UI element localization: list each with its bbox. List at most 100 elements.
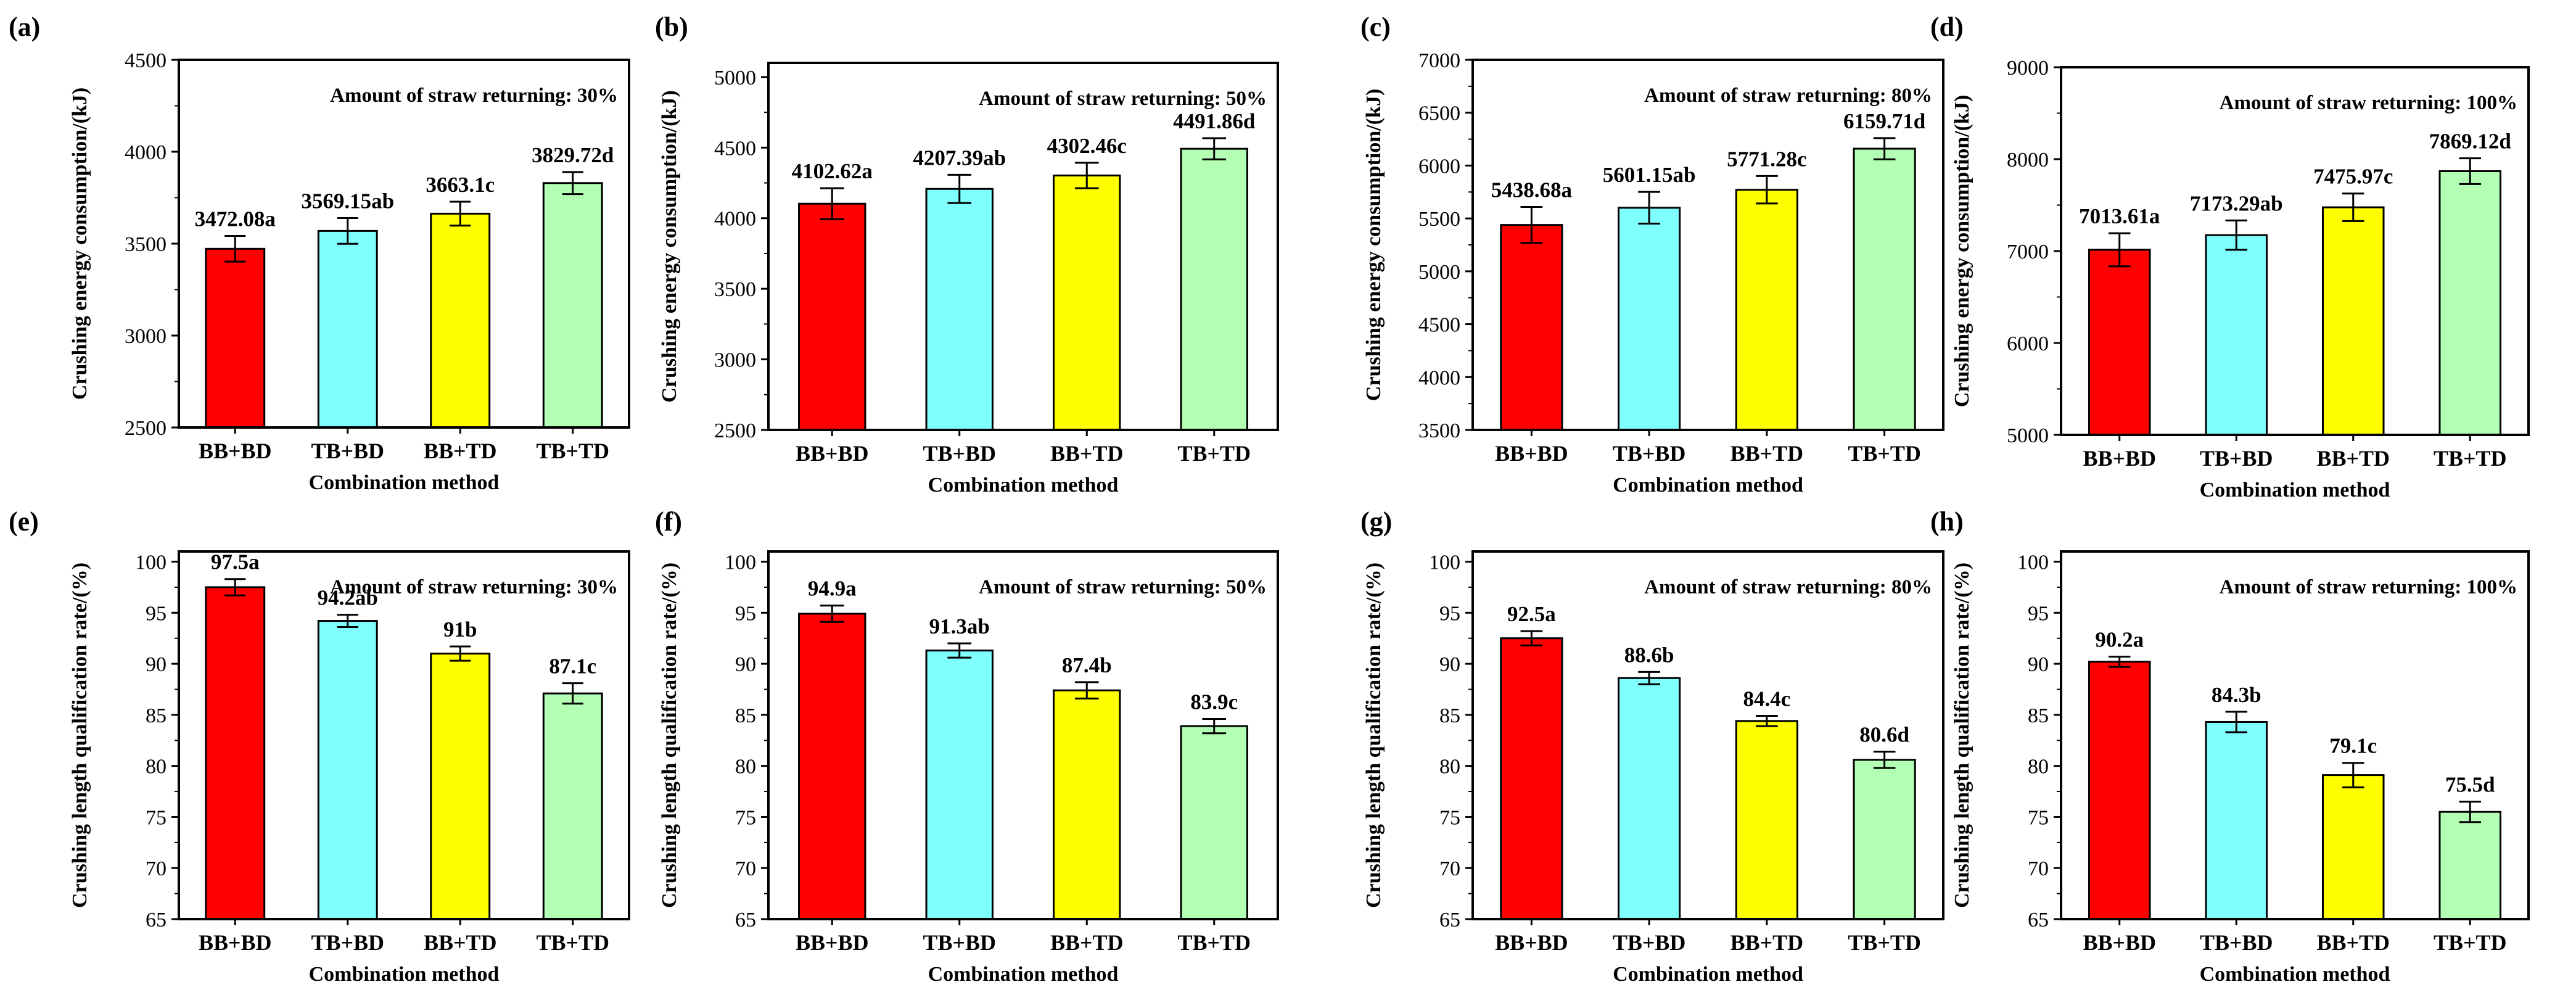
chart-title: Amount of straw returning: 100% — [2220, 92, 2517, 114]
y-axis-title: Crushing length qualification rate/(%) — [658, 563, 681, 908]
data-label: 6159.71d — [1843, 109, 1926, 133]
data-label: 94.2ab — [318, 586, 378, 610]
category-tick-label: BB+BD — [1495, 441, 1568, 466]
y-tick-label: 3000 — [125, 325, 167, 348]
x-axis-title: Combination method — [928, 474, 1119, 497]
data-label: 79.1c — [2329, 734, 2377, 758]
category-tick-label: TB+TD — [2434, 446, 2507, 471]
y-tick-label: 90 — [2028, 653, 2049, 676]
bar-tb-bd — [317, 620, 378, 920]
category-tick-label: TB+BD — [2200, 446, 2273, 471]
chart-title: Amount of straw returning: 50% — [979, 88, 1267, 110]
bar-tb-td — [2438, 170, 2502, 436]
bar-bb-td — [1053, 175, 1121, 431]
error-bar — [2342, 192, 2364, 222]
bar-tb-td — [2438, 811, 2502, 920]
panel-b: (b) 4102.62a BB+BD 4207.39ab TB+BD 4302.46c BB… — [655, 12, 1279, 497]
error-bar — [2342, 762, 2364, 788]
chart-title: Amount of straw returning: 80% — [1644, 85, 1932, 107]
category-tick-label: BB+TD — [1730, 441, 1804, 466]
bar-bb-td — [430, 212, 491, 429]
chart-title: Amount of straw returning: 30% — [330, 85, 618, 107]
panel-f: (f) 94.9a BB+BD 91.3ab TB+BD 87.4b BB+TD 83.9c T… — [655, 506, 1279, 986]
y-tick-label: 5000 — [1418, 261, 1460, 284]
panel-d: (d) 7013.61a BB+BD 7173.29ab TB+BD 7475.97c BB… — [1930, 12, 2530, 502]
category-tick-label: BB+TD — [1050, 441, 1124, 466]
panel-letter: (e) — [9, 506, 39, 537]
error-bar — [2109, 232, 2131, 268]
bar-bb-bd — [2088, 249, 2151, 436]
data-label: 7869.12d — [2429, 130, 2512, 154]
y-tick-label: 80 — [1439, 756, 1460, 778]
category-tick-label: TB+BD — [923, 930, 996, 955]
error-bar — [1202, 718, 1227, 735]
category-tick-label: BB+BD — [1495, 930, 1568, 955]
y-tick-label: 6000 — [2007, 332, 2049, 355]
data-label: 4491.86d — [1173, 109, 1256, 133]
panel-letter: (a) — [9, 12, 40, 42]
panel-a: (a) 3472.08a BB+BD 3569.15ab TB+BD 3663.1c BB+… — [9, 12, 630, 494]
y-tick-label: 4000 — [714, 208, 756, 231]
error-bar — [337, 614, 358, 629]
error-bar — [337, 217, 358, 245]
data-label: 84.3b — [2212, 683, 2261, 707]
y-tick-label: 6000 — [1418, 155, 1460, 178]
y-tick-label: 100 — [135, 551, 167, 574]
x-axis-title: Combination method — [309, 963, 500, 986]
y-tick-label: 9000 — [2007, 57, 2049, 80]
panel-g: (g) 92.5a BB+BD 88.6b TB+BD 84.4c BB+TD 80.6d TB… — [1360, 506, 1944, 986]
chart-title: Amount of straw returning: 50% — [979, 576, 1267, 598]
error-bar — [1638, 191, 1660, 225]
y-tick-label: 85 — [1439, 704, 1460, 727]
data-label: 91.3ab — [929, 614, 990, 638]
data-label: 80.6d — [1859, 722, 1909, 746]
plot-frame — [178, 59, 630, 429]
bar-tb-td — [542, 182, 603, 429]
error-bar — [2459, 801, 2481, 823]
bar-bb-bd — [205, 586, 266, 920]
bar-bb-bd — [1500, 224, 1563, 431]
data-label: 92.5a — [1507, 602, 1556, 626]
category-tick-label: BB+BD — [199, 930, 272, 955]
y-tick-label: 75 — [1439, 806, 1460, 829]
y-tick-label: 3000 — [714, 349, 756, 372]
plot-frame — [2060, 550, 2530, 920]
bar-tb-td — [1853, 759, 1916, 920]
plot-frame — [1471, 59, 1944, 431]
y-tick-label: 70 — [2028, 857, 2049, 880]
bar-tb-bd — [2205, 234, 2268, 436]
category-tick-label: TB+BD — [1613, 441, 1686, 466]
y-tick-label: 4000 — [125, 141, 167, 164]
error-bar — [450, 200, 471, 227]
data-label: 3569.15ab — [301, 189, 394, 213]
category-tick-label: TB+BD — [2200, 930, 2273, 955]
error-bar — [1520, 630, 1543, 646]
data-label: 4207.39ab — [913, 146, 1006, 170]
chart-title: Amount of straw returning: 80% — [1644, 576, 1932, 598]
error-bar — [1074, 681, 1099, 700]
data-label: 87.4b — [1062, 653, 1112, 677]
data-label: 84.4c — [1743, 687, 1790, 711]
error-bar — [2225, 711, 2247, 733]
error-bar — [1074, 162, 1099, 189]
y-axis-title: Crushing energy consumption/(kJ) — [1362, 89, 1385, 401]
x-axis-title: Combination method — [2200, 479, 2390, 502]
y-tick-label: 95 — [2028, 602, 2049, 625]
y-tick-label: 3500 — [1418, 419, 1460, 442]
x-axis-title: Combination method — [1613, 474, 1803, 497]
bar-bb-td — [1053, 689, 1121, 920]
y-tick-label: 75 — [146, 806, 167, 829]
error-bar — [2109, 656, 2131, 668]
y-axis-title: Crushing length qualification rate/(%) — [68, 563, 91, 908]
bar-tb-bd — [317, 229, 378, 429]
category-tick-label: TB+BD — [923, 441, 996, 466]
plot-frame — [767, 62, 1279, 431]
data-label: 3472.08a — [195, 207, 276, 231]
data-label: 97.5a — [211, 550, 260, 574]
error-bar — [1756, 175, 1778, 205]
y-tick-label: 70 — [146, 857, 167, 880]
error-bar — [224, 578, 246, 596]
y-tick-label: 7000 — [1418, 49, 1460, 72]
data-label: 83.9c — [1190, 690, 1238, 714]
y-tick-label: 4500 — [125, 49, 167, 72]
